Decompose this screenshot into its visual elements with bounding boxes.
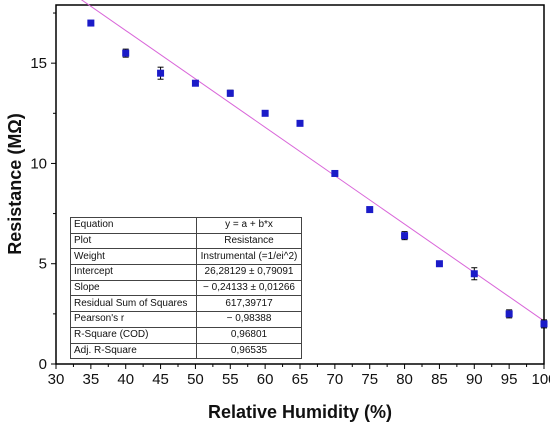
data-point [261, 109, 269, 117]
fit-table-label: Pearson's r [70, 311, 197, 328]
fit-table-row: R-Square (COD) 0,96801 [70, 326, 302, 344]
x-tick-label: 95 [501, 371, 518, 388]
data-point [366, 206, 374, 214]
data-point [122, 48, 130, 58]
fit-table-label: Equation [70, 217, 197, 234]
fit-table-row: Plot Resistance [70, 232, 302, 250]
data-marker [401, 232, 409, 240]
x-tick-label: 75 [361, 371, 378, 388]
fit-table-row: Equation y = a + b*x [70, 217, 302, 234]
y-axis-title: Resistance (MΩ) [5, 113, 25, 254]
fit-table-label: Residual Sum of Squares [70, 295, 197, 313]
data-point [191, 79, 199, 87]
x-tick-label: 60 [257, 371, 274, 388]
fit-table-row: Pearson's r − 0,98388 [70, 311, 302, 328]
data-marker [470, 270, 478, 278]
fit-table-row: Weight Instrumental (=1/ei^2) [70, 248, 302, 266]
x-tick-label: 50 [187, 371, 204, 388]
fit-line [80, 0, 545, 322]
data-marker [435, 260, 443, 268]
data-marker [296, 119, 304, 127]
fit-table-value: Instrumental (=1/ei^2) [196, 248, 302, 266]
x-tick-label: 65 [292, 371, 309, 388]
data-point [505, 309, 513, 319]
fit-table-value: y = a + b*x [196, 217, 302, 234]
data-point [226, 89, 234, 97]
data-point [401, 231, 409, 241]
data-point [540, 319, 548, 329]
y-tick-label: 10 [30, 155, 47, 172]
fit-table-value: − 0,98388 [196, 311, 302, 328]
data-marker [261, 109, 269, 117]
fit-table-label: Intercept [70, 264, 197, 281]
x-tick-label: 45 [152, 371, 169, 388]
fit-table-value: 0,96535 [196, 342, 302, 360]
data-marker [157, 69, 165, 77]
data-point [435, 260, 443, 268]
fit-table-row: Slope − 0,24133 ± 0,01266 [70, 279, 302, 297]
fit-table-value: Resistance [196, 232, 302, 250]
y-tick-label: 0 [39, 356, 47, 373]
fit-table-row: Adj. R-Square 0,96535 [70, 342, 302, 360]
x-tick-label: 85 [431, 371, 448, 388]
y-tick-label: 15 [30, 55, 47, 72]
x-tick-label: 70 [327, 371, 344, 388]
fit-table-label: Plot [70, 232, 197, 250]
tick-marks [51, 12, 545, 369]
y-tick-label: 5 [39, 256, 47, 273]
data-marker [366, 206, 374, 214]
fit-results-table: Equation y = a + b*x Plot Resistance Weight I… [70, 217, 302, 360]
data-point [331, 169, 339, 177]
x-tick-label: 55 [222, 371, 239, 388]
x-tick-label: 35 [83, 371, 100, 388]
fit-table-label: Slope [70, 279, 197, 297]
fit-table-row: Residual Sum of Squares 617,39717 [70, 295, 302, 313]
x-tick-label: 30 [48, 371, 65, 388]
fit-table-label: Adj. R-Square [70, 342, 197, 360]
x-axis-title: Relative Humidity (%) [208, 402, 392, 422]
fit-table-value: 26,28129 ± 0,79091 [196, 264, 302, 281]
fit-table-label: R-Square (COD) [70, 326, 197, 344]
data-points [87, 19, 548, 329]
data-marker [226, 89, 234, 97]
data-marker [87, 19, 95, 27]
data-marker [331, 169, 339, 177]
fit-line-layer [80, 0, 545, 322]
fit-table-label: Weight [70, 248, 197, 266]
data-point [157, 66, 165, 80]
data-marker [540, 320, 548, 328]
fit-table-value: 617,39717 [196, 295, 302, 313]
x-tick-label: 100 [531, 371, 550, 388]
data-marker [122, 49, 130, 57]
data-point [87, 19, 95, 27]
data-marker [505, 310, 513, 318]
data-point [296, 119, 304, 127]
fit-table-row: Intercept 26,28129 ± 0,79091 [70, 264, 302, 281]
data-marker [191, 79, 199, 87]
x-tick-label: 80 [396, 371, 413, 388]
x-tick-label: 40 [117, 371, 134, 388]
data-point [470, 267, 478, 281]
x-tick-label: 90 [466, 371, 483, 388]
fit-table-value: − 0,24133 ± 0,01266 [196, 279, 302, 297]
fit-table-value: 0,96801 [196, 326, 302, 344]
